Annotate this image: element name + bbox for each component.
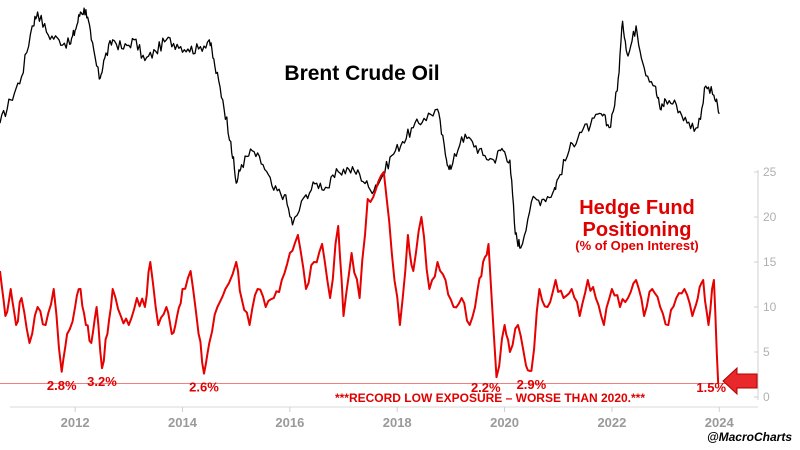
x-tick-label: 2014 (168, 415, 198, 430)
annotation-label: 1.5% (696, 380, 726, 395)
y-tick-label: 20 (763, 210, 777, 224)
x-tick-label: 2024 (705, 415, 735, 430)
record-low-arrow-icon (722, 366, 758, 396)
series-line-hedge-fund-positioning (0, 171, 720, 384)
y-tick-label: 15 (763, 255, 777, 269)
x-axis-ticks: 2012 2014 2016 2018 2020 2022 2024 (61, 407, 735, 430)
record-low-note: ***RECORD LOW EXPOSURE – WORSE THAN 2020… (335, 391, 645, 405)
y-tick-label: 10 (763, 300, 777, 314)
x-tick-label: 2012 (61, 415, 90, 430)
y-tick-label: 0 (763, 390, 770, 404)
x-tick-label: 2016 (275, 415, 304, 430)
x-tick-label: 2022 (597, 415, 626, 430)
low-point-annotations: 2.8% 3.2% 2.6% 2.2% 2.9% 1.5% (47, 374, 727, 395)
oil-chart-title: Brent Crude Oil (284, 62, 439, 85)
annotation-label: 2.8% (47, 378, 77, 393)
hf-subtitle: (% of Open Interest) (575, 238, 699, 253)
source-credit: @MacroCharts (707, 430, 792, 444)
annotation-label: 2.9% (517, 377, 547, 392)
series-line-brent-crude-oil (0, 7, 720, 249)
hf-title-line1: Hedge Fund (579, 197, 695, 219)
y-tick-label: 5 (763, 345, 770, 359)
hf-title-line2: Positioning (583, 219, 692, 241)
annotation-label: 3.2% (87, 374, 117, 389)
x-tick-label: 2018 (383, 415, 412, 430)
y-tick-label: 25 (763, 165, 777, 179)
annotation-label: 2.2% (471, 380, 501, 395)
y-axis-ticks: 0 5 10 15 20 25 (754, 165, 777, 404)
annotation-label: 2.6% (189, 380, 219, 395)
x-tick-label: 2020 (490, 415, 519, 430)
